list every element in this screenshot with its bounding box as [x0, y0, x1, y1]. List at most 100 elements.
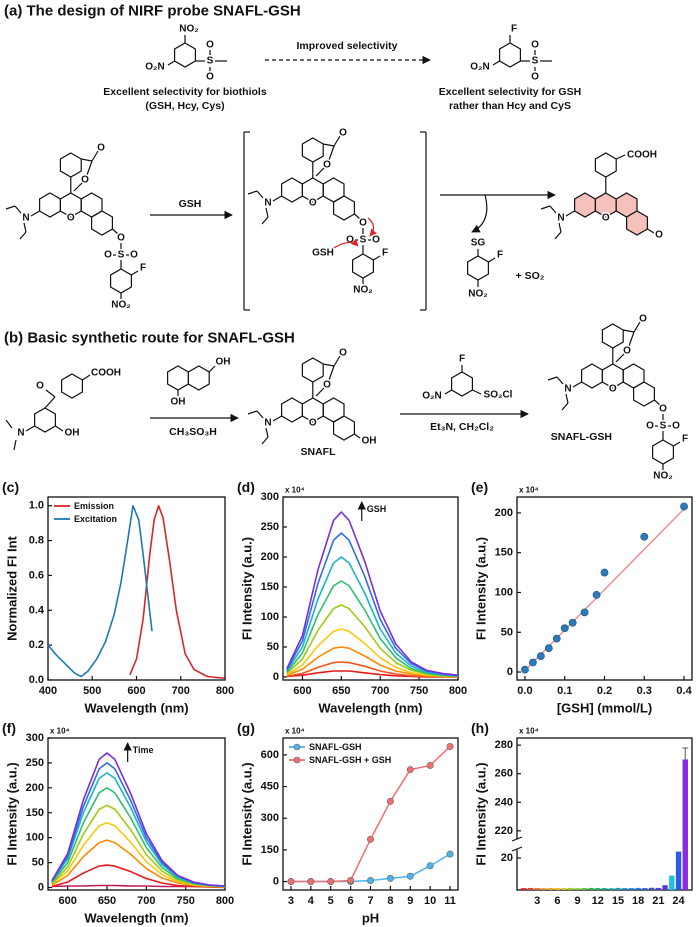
- bar: [527, 887, 534, 890]
- bar: [574, 888, 581, 890]
- plot-frame: [282, 496, 459, 681]
- bond: [323, 363, 335, 367]
- atom-label: S: [207, 56, 214, 67]
- x-axis-label: Wavelength (nm): [84, 911, 188, 926]
- atom-label: O: [67, 213, 75, 224]
- data-line: [290, 745, 451, 883]
- x-tick-label: 800: [449, 685, 467, 697]
- data-point: [347, 876, 355, 884]
- y-tick-label: 0.8: [29, 535, 44, 547]
- y-tick-label: 150: [261, 844, 279, 856]
- bond: [23, 222, 27, 233]
- x-tick-label: 5: [328, 895, 334, 907]
- atom-label: COOH: [91, 368, 121, 379]
- x-tick-label: 650: [332, 685, 350, 697]
- data-line: [129, 504, 226, 680]
- y-axis-label: FI Intensity (a.u.): [240, 537, 255, 640]
- reaction-arrow: [471, 194, 488, 233]
- bond: [30, 210, 40, 217]
- data-point: [680, 502, 688, 511]
- legend-label: SNAFL-GSH: [309, 742, 362, 752]
- bar: [628, 888, 635, 890]
- bond: [315, 167, 325, 177]
- axis-multiplier: x 10⁴: [519, 727, 539, 736]
- axis-multiplier: x 10⁴: [285, 727, 305, 736]
- legend-marker: [293, 756, 301, 764]
- ring: [625, 210, 649, 236]
- bar: [648, 887, 655, 890]
- axis-break-mark: [511, 836, 523, 842]
- ring: [281, 397, 303, 423]
- y-tick-label: 250: [261, 521, 279, 533]
- atom-label: OH: [65, 428, 80, 439]
- atom-label: OH: [171, 397, 186, 408]
- bond: [81, 158, 93, 162]
- data-line: [286, 532, 459, 677]
- y-tick-label: 280: [495, 739, 513, 751]
- bond: [261, 436, 269, 445]
- atom-label: O: [531, 72, 539, 83]
- atom-label: O: [323, 160, 331, 171]
- bond: [272, 195, 282, 202]
- atom-label: F: [459, 354, 465, 365]
- bond: [549, 205, 557, 214]
- bond: [565, 393, 569, 404]
- axis-break-gap: [513, 839, 521, 849]
- bar: [662, 885, 668, 890]
- y-axis-label: FI Intensity (a.u.): [5, 762, 20, 865]
- y-tick-label: 300: [26, 732, 44, 744]
- annotation: GSH: [367, 504, 387, 514]
- scheme-text: SNAFL: [301, 446, 337, 458]
- bar: [655, 887, 662, 890]
- x-tick-label: 6: [348, 895, 354, 907]
- x-tick-label: 600: [293, 685, 311, 697]
- bond: [167, 60, 175, 66]
- axis-multiplier: x 10⁴: [50, 727, 70, 736]
- atom-label: O₂N: [422, 391, 441, 402]
- bond: [633, 321, 641, 333]
- y-axis-label: FI Intensity (a.u.): [474, 537, 489, 640]
- y-axis-label: Normalized FI Int: [5, 535, 20, 640]
- y-tick-label: 0: [273, 671, 279, 683]
- legend-marker: [293, 743, 301, 751]
- ring: [109, 268, 132, 294]
- bar: [547, 887, 554, 890]
- data-line: [286, 580, 459, 677]
- x-tick-label: 15: [612, 895, 624, 907]
- atom-label: O: [602, 213, 610, 224]
- y-tick-label: 0: [507, 666, 513, 678]
- bond: [556, 376, 564, 385]
- atom-label: N: [22, 213, 29, 224]
- x-axis-label: Wavelength (nm): [318, 701, 422, 716]
- data-point: [560, 624, 569, 633]
- y-tick-label: 100: [261, 611, 279, 623]
- ring: [601, 323, 624, 349]
- y-tick-label: 150: [26, 807, 44, 819]
- data-point: [600, 568, 609, 577]
- bond: [112, 228, 119, 235]
- bar: [622, 888, 628, 890]
- data-point: [529, 658, 537, 667]
- x-axis-label: Wavelength (nm): [84, 701, 188, 716]
- x-tick-label: 0.4: [676, 685, 692, 697]
- data-line: [286, 556, 459, 677]
- ring: [187, 365, 210, 391]
- atom-label: O: [372, 235, 380, 246]
- atom-label: O: [655, 230, 663, 241]
- y-tick-label: 0: [38, 882, 44, 894]
- atom-label: F: [140, 263, 146, 274]
- ring: [33, 407, 57, 433]
- atom-label: O: [639, 314, 647, 325]
- data-point: [327, 878, 335, 886]
- bond: [615, 353, 625, 363]
- x-axis-label: [GSH] (mmol/L): [557, 701, 652, 716]
- y-tick-label: 600: [261, 749, 279, 761]
- atom-label: NO₂: [179, 24, 198, 35]
- bond: [488, 257, 496, 263]
- data-line: [51, 772, 226, 888]
- atom-label: NO₂: [653, 471, 672, 482]
- ring: [333, 415, 355, 441]
- bond: [208, 365, 216, 373]
- ring: [59, 152, 82, 178]
- bond: [86, 160, 93, 176]
